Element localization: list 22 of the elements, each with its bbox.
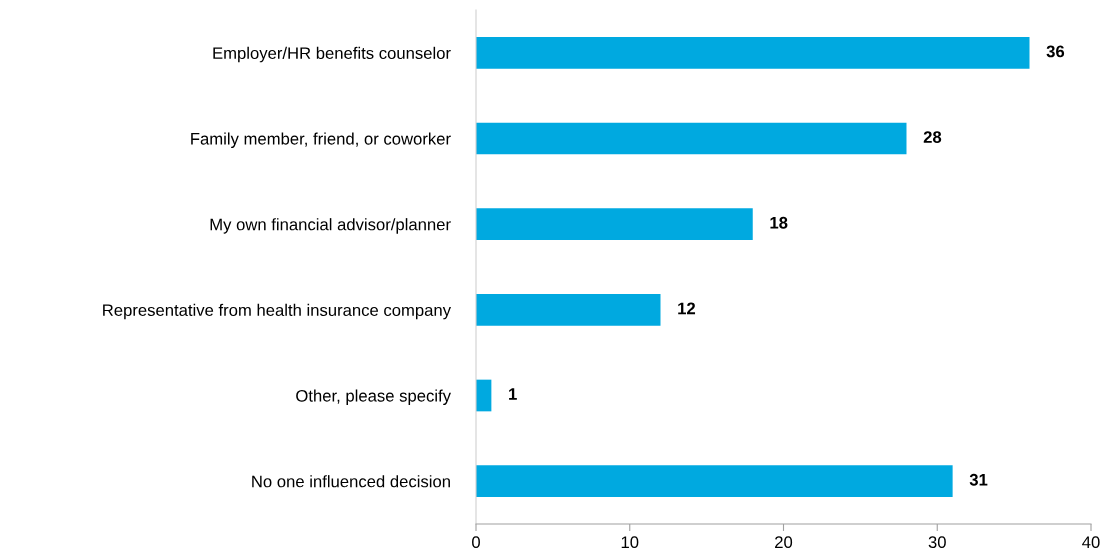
- bar: [476, 293, 661, 326]
- x-tick-label: 0: [472, 536, 480, 549]
- y-tick-label: Other, please specify: [296, 389, 451, 405]
- y-tick-label: No one influenced decision: [252, 475, 450, 488]
- bar: [476, 122, 907, 155]
- data-label: 18: [770, 216, 788, 229]
- x-tick-label: 10: [621, 536, 639, 549]
- bar: [476, 36, 1030, 69]
- data-label: 12: [678, 302, 696, 315]
- y-tick-label: Employer/HR benefits counselor: [213, 46, 451, 63]
- data-label: 28: [923, 131, 942, 143]
- data-label: 36: [1046, 45, 1065, 58]
- y-tick-label: My own financial advisor/planner: [210, 218, 451, 234]
- y-tick-label: Family member, friend, or coworker: [191, 132, 451, 148]
- data-label: 31: [969, 473, 988, 486]
- data-label: 1: [509, 388, 517, 400]
- bar: [476, 465, 953, 498]
- x-tick-label: 20: [775, 536, 793, 549]
- y-tick-label: Representative from health insurance company: [103, 303, 451, 320]
- bar: [476, 208, 753, 241]
- x-tick-label: 30: [928, 536, 946, 549]
- x-tick-label: 40: [1082, 536, 1100, 549]
